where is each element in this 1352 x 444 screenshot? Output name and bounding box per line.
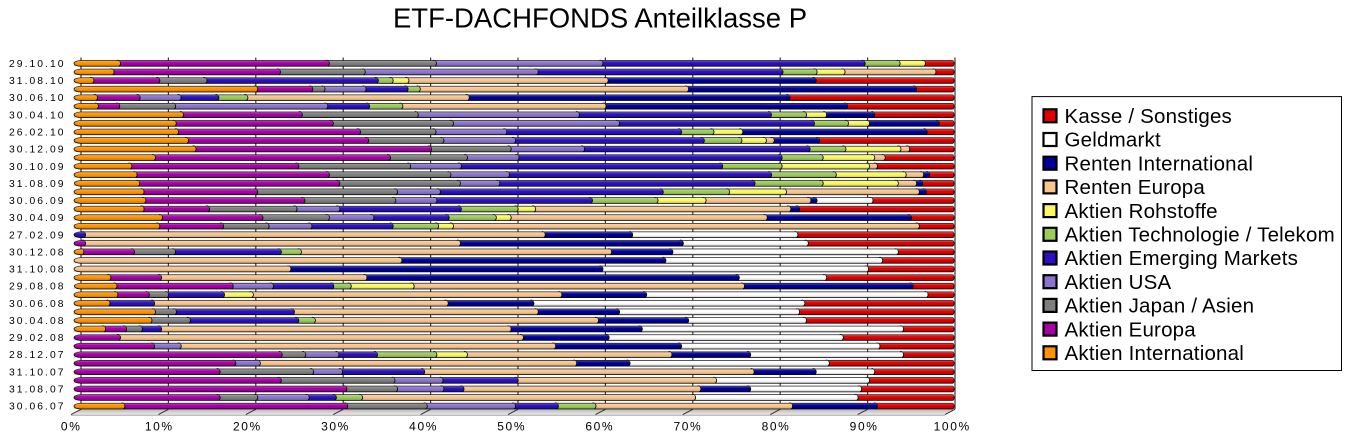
svg-text:60%: 60% (585, 420, 614, 434)
svg-text:Aktien International: Aktien International (1065, 342, 1245, 365)
svg-text:Geldmarkt: Geldmarkt (1065, 129, 1161, 152)
svg-text:30.06.09: 30.06.09 (9, 196, 65, 207)
svg-text:30.12.09: 30.12.09 (9, 145, 65, 156)
svg-text:ETF-DACHFONDS Anteilklasse P: ETF-DACHFONDS Anteilklasse P (393, 3, 807, 34)
svg-text:0%: 0% (61, 420, 82, 434)
svg-text:70%: 70% (673, 420, 702, 434)
svg-text:100%: 100% (934, 420, 971, 434)
svg-text:31.08.10: 31.08.10 (9, 76, 65, 87)
svg-text:31.08.09: 31.08.09 (9, 179, 65, 190)
svg-text:30.06.10: 30.06.10 (9, 93, 65, 104)
svg-text:30.04.10: 30.04.10 (9, 110, 65, 121)
svg-text:30.12.08: 30.12.08 (9, 247, 65, 258)
svg-text:Aktien Emerging Markets: Aktien Emerging Markets (1065, 247, 1299, 270)
svg-text:30.10.09: 30.10.09 (9, 162, 65, 173)
svg-text:31.08.07: 31.08.07 (9, 385, 65, 396)
svg-text:Aktien Japan / Asien: Aktien Japan / Asien (1065, 295, 1255, 318)
svg-text:40%: 40% (409, 420, 438, 434)
svg-text:30%: 30% (321, 420, 350, 434)
svg-text:29.08.08: 29.08.08 (9, 282, 65, 293)
svg-text:Aktien USA: Aktien USA (1065, 271, 1172, 294)
svg-text:90%: 90% (850, 420, 879, 434)
svg-text:31.10.08: 31.10.08 (9, 265, 65, 276)
svg-text:Renten International: Renten International (1065, 152, 1254, 175)
svg-text:30.04.08: 30.04.08 (9, 316, 65, 327)
svg-text:80%: 80% (762, 420, 791, 434)
svg-text:28.12.07: 28.12.07 (9, 350, 65, 361)
svg-text:20%: 20% (233, 420, 262, 434)
svg-text:10%: 10% (145, 420, 174, 434)
svg-text:50%: 50% (497, 420, 526, 434)
svg-text:Aktien Europa: Aktien Europa (1065, 318, 1197, 341)
svg-text:30.04.09: 30.04.09 (9, 213, 65, 224)
svg-text:Aktien Technologie / Telekom: Aktien Technologie / Telekom (1065, 224, 1335, 247)
svg-text:30.06.08: 30.06.08 (9, 299, 65, 310)
svg-text:Aktien Rohstoffe: Aktien Rohstoffe (1065, 200, 1218, 223)
svg-text:Kasse / Sonstiges: Kasse / Sonstiges (1065, 105, 1233, 128)
svg-text:Renten Europa: Renten Europa (1065, 176, 1206, 199)
svg-text:29.02.08: 29.02.08 (9, 333, 65, 344)
svg-text:27.02.09: 27.02.09 (9, 230, 65, 241)
svg-text:29.10.10: 29.10.10 (9, 59, 65, 70)
svg-text:26.02.10: 26.02.10 (9, 128, 65, 139)
svg-text:30.06.07: 30.06.07 (9, 402, 65, 413)
svg-text:31.10.07: 31.10.07 (9, 367, 65, 378)
